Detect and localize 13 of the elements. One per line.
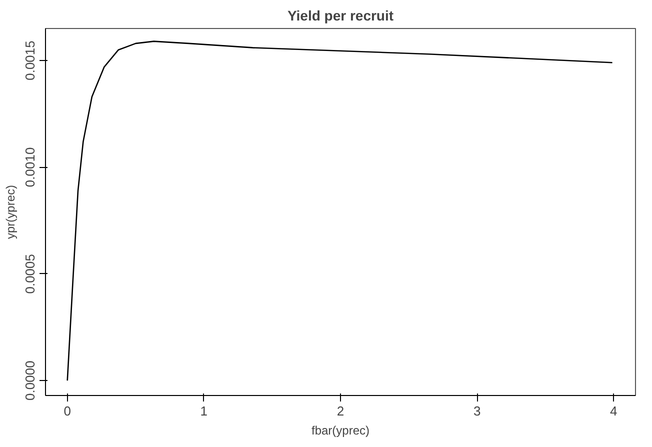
x-axis-title: fbar(yprec) (311, 424, 370, 438)
y-tick-label: 0.0005 (22, 254, 38, 294)
y-tick-label: 0.0015 (22, 40, 38, 80)
x-tick-label: 3 (473, 404, 481, 418)
line-series (66, 40, 613, 382)
x-tick-label: 2 (336, 404, 344, 418)
x-tick-label: 4 (610, 404, 618, 418)
x-tick-label: 1 (200, 404, 208, 418)
y-tick-label: 0.0000 (22, 360, 38, 400)
x-tick-label: 0 (64, 404, 71, 418)
y-tick-label: 0.0010 (22, 147, 38, 188)
chart-title: Yield per recruit (287, 8, 394, 24)
y-axis-title: ypr(yprec) (4, 184, 18, 240)
